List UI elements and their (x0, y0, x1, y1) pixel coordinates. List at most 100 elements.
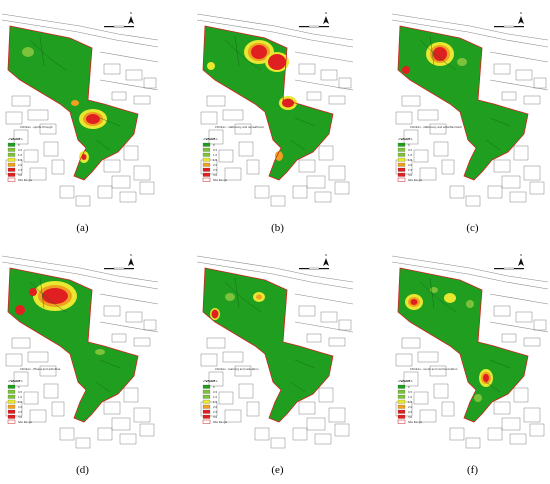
building-outline (429, 365, 447, 377)
building-outline (320, 311, 338, 323)
legend-label: 0.5 (18, 148, 22, 152)
road-line (196, 255, 354, 283)
panel-c: Children - stationary and entertainment … (390, 0, 550, 242)
legend-swatch (202, 409, 211, 414)
building-outline (200, 111, 218, 125)
site-boundary (397, 267, 529, 423)
site-paths (224, 277, 316, 393)
panel-e: Children - learning and relaxation <VALU… (195, 242, 360, 484)
building-outline (395, 111, 413, 125)
map-b: Children - stationary and recreational <… (195, 0, 355, 210)
north-label: N (130, 11, 132, 15)
legend-swatch (397, 409, 406, 414)
road-line (1, 261, 159, 290)
site-boundary (7, 25, 139, 181)
legend-swatch (7, 414, 16, 419)
building-outline (5, 111, 23, 125)
road-line (489, 321, 549, 333)
building-outline (270, 195, 286, 207)
building-outline (143, 319, 157, 331)
building-outline (27, 109, 49, 121)
building-outline (306, 417, 326, 431)
building-outline (487, 185, 503, 199)
road-line (1, 19, 159, 48)
legend-label: 1.5 (408, 158, 412, 162)
building-outline (318, 145, 334, 161)
hotspot-e (210, 292, 265, 320)
scale-bar (514, 268, 524, 270)
building-outline (111, 175, 131, 189)
site-area (203, 268, 333, 422)
building-outline (238, 141, 254, 157)
building-outline (413, 391, 429, 405)
caption-c: (c) (466, 222, 479, 234)
building-outline (39, 365, 57, 377)
building-outline (133, 95, 151, 105)
building-outline (75, 195, 91, 207)
legend-swatch (7, 404, 16, 409)
legend-swatch (202, 384, 211, 389)
building-outline (419, 167, 437, 181)
building-outline (208, 129, 224, 145)
building-outline (222, 351, 244, 363)
building-outline (59, 427, 75, 441)
hotspot-a-south (79, 151, 89, 163)
building-outline (97, 427, 113, 441)
building-outline (218, 391, 234, 405)
site-paths (29, 35, 121, 151)
hotspot-b-north (244, 40, 289, 72)
building-outline (123, 145, 139, 161)
building-outline (206, 95, 226, 107)
building-outline (533, 77, 547, 89)
building-outline (487, 427, 503, 441)
legend-label: 2.5 (213, 168, 217, 172)
legend-swatch (7, 172, 16, 177)
building-outline (403, 129, 419, 145)
building-outline (125, 311, 143, 323)
legend-boundary-swatch (7, 177, 16, 182)
map-title: Children - sports through (20, 125, 53, 129)
building-outline (328, 165, 346, 181)
building-outline (103, 401, 121, 415)
building-outline (206, 337, 226, 349)
legend-swatch (397, 142, 406, 147)
legend-swatch (202, 414, 211, 419)
building-outline (338, 77, 352, 89)
legend-swatch (202, 394, 211, 399)
legend-title: <VALUE> (398, 137, 413, 141)
building-outline (513, 387, 529, 403)
building-outline (403, 371, 419, 387)
building-outline (208, 371, 224, 387)
building-outline (298, 305, 316, 317)
building-outline (51, 159, 65, 175)
road-line (294, 321, 354, 333)
building-outline (298, 401, 316, 415)
building-outline (222, 109, 244, 121)
north-arrow-icon (128, 258, 134, 266)
road-line (196, 261, 354, 290)
building-outline (417, 351, 439, 363)
scale-bar (113, 25, 125, 28)
building-outline (306, 91, 322, 101)
legend-swatch (397, 394, 406, 399)
building-outline (533, 319, 547, 331)
building-outline (314, 433, 332, 445)
caption-a: (a) (76, 222, 89, 234)
road-line (99, 321, 159, 333)
road-line (489, 293, 549, 305)
building-outline (13, 371, 29, 387)
building-outline (51, 401, 65, 417)
map-title: Children - fitness and activities (20, 367, 61, 371)
map-c: Children - stationary and entertainment … (390, 0, 550, 210)
legend-swatch (7, 167, 16, 172)
building-outline (493, 401, 511, 415)
building-outline (314, 191, 332, 203)
building-outline (441, 401, 455, 417)
map-f: Children - social and communication <VAL… (390, 242, 550, 452)
building-outline (111, 91, 127, 101)
building-outline (224, 409, 242, 423)
building-outline (501, 417, 521, 431)
site-boundary (202, 267, 334, 423)
legend-label: 0.5 (408, 148, 412, 152)
building-outline (501, 175, 521, 189)
